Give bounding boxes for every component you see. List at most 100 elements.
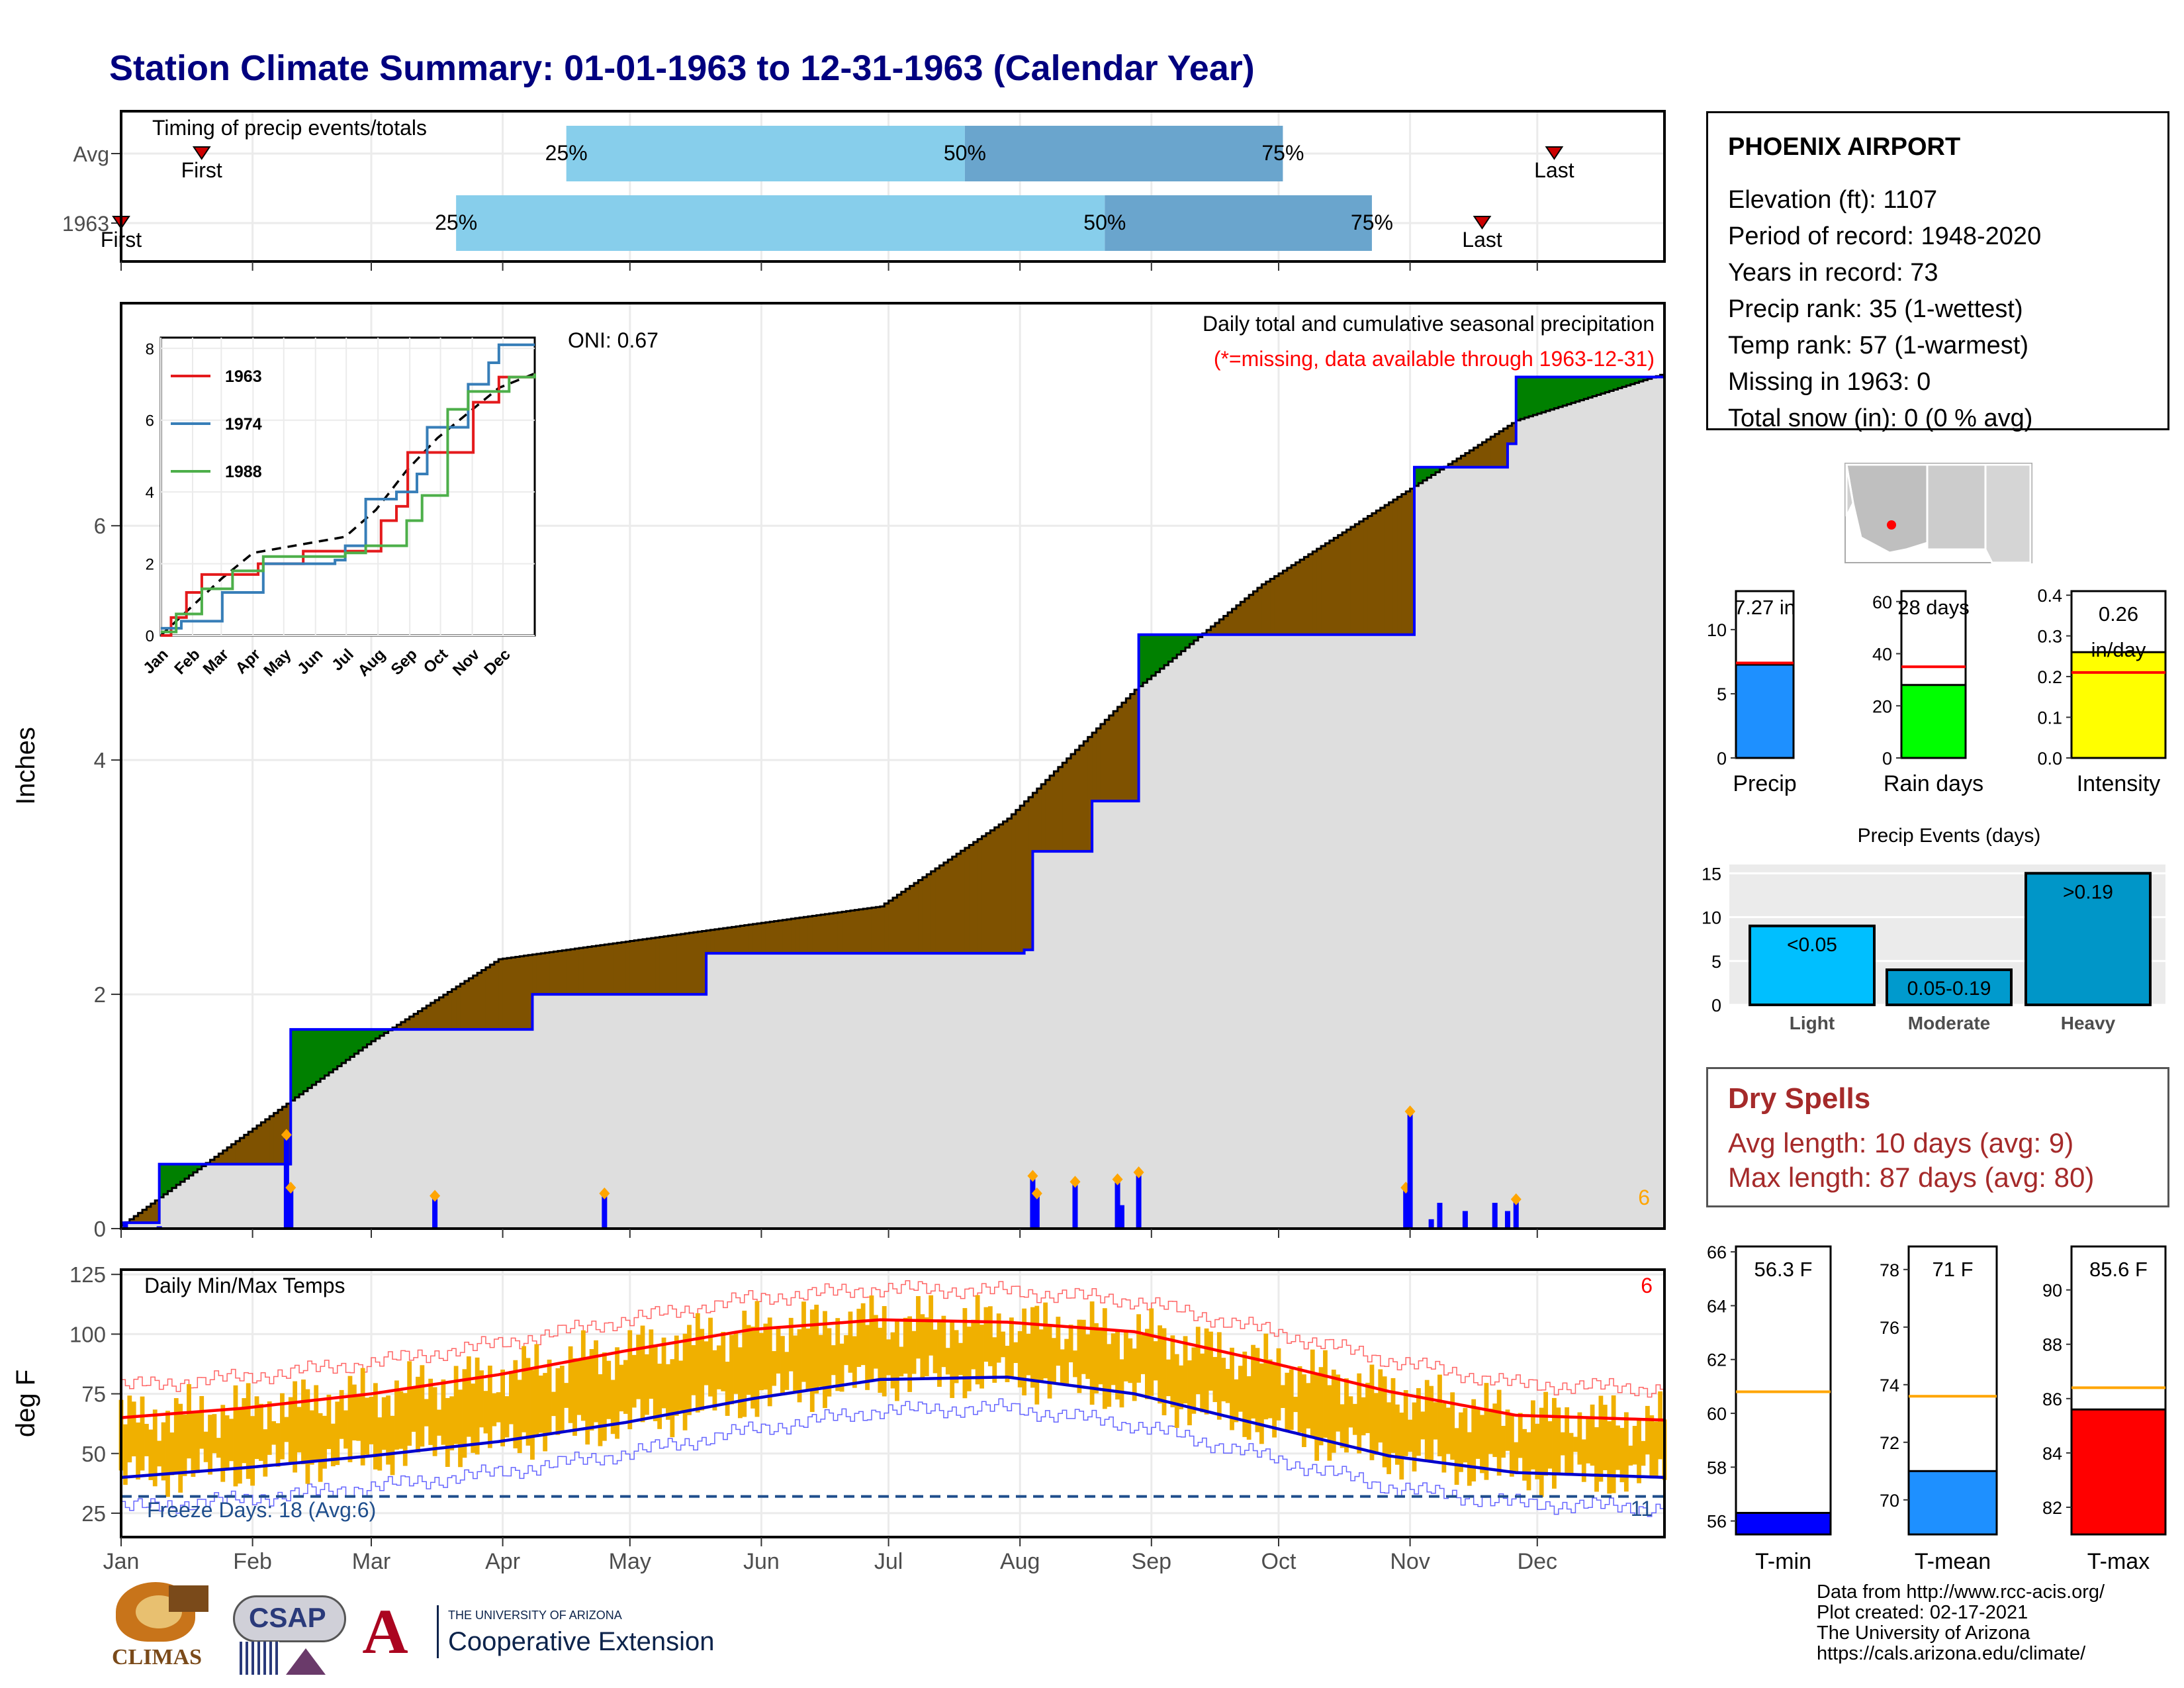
anomaly-segment bbox=[816, 915, 821, 954]
credit-line: Plot created: 02-17-2021 bbox=[1817, 1602, 2028, 1623]
temp-panel: 25 50 75 100 125 Daily Min/Max Temps Freeze Da… bbox=[11, 1262, 1667, 1538]
anomaly-segment bbox=[918, 880, 923, 954]
ua-logo-top: THE UNIVERSITY OF ARIZONA bbox=[448, 1609, 622, 1622]
daily-temp-bar bbox=[772, 1351, 777, 1386]
daily-temp-bar bbox=[937, 1320, 942, 1387]
daily-temp-bar bbox=[610, 1380, 615, 1434]
anomaly-segment bbox=[1630, 377, 1635, 385]
temp-ytick: 125 bbox=[69, 1262, 106, 1287]
anomaly-segment bbox=[1050, 775, 1055, 852]
inset-series-line bbox=[161, 373, 536, 633]
daily-temp-bar bbox=[1005, 1345, 1010, 1382]
daily-temp-bar bbox=[428, 1378, 433, 1445]
daily-temp-bar bbox=[242, 1398, 247, 1464]
daily-temp-bar bbox=[339, 1389, 344, 1439]
daily-temp-bar bbox=[1565, 1407, 1570, 1474]
daily-temp-bar bbox=[623, 1360, 628, 1414]
daily-temp-bar bbox=[983, 1307, 989, 1362]
anomaly-segment bbox=[1516, 377, 1521, 420]
anomaly-segment bbox=[634, 940, 639, 995]
anomaly-segment bbox=[948, 859, 953, 954]
anomaly-segment bbox=[541, 953, 546, 995]
daily-temp-bar bbox=[1530, 1400, 1535, 1470]
daily-temp-bar bbox=[1306, 1383, 1311, 1429]
anomaly-segment bbox=[1465, 453, 1471, 467]
anomaly-segment bbox=[1621, 377, 1627, 387]
daily-temp-bar bbox=[657, 1364, 662, 1429]
anomaly-segment bbox=[867, 908, 872, 954]
anomaly-segment bbox=[1092, 732, 1097, 802]
daily-temp-bar bbox=[369, 1396, 374, 1444]
daily-temp-bar bbox=[1179, 1365, 1184, 1409]
daily-temp-bar bbox=[1611, 1395, 1616, 1493]
daily-temp-bar bbox=[1450, 1392, 1455, 1460]
daily-temp-bar bbox=[873, 1315, 878, 1369]
quartile-bar-25-50 bbox=[456, 195, 1105, 251]
anomaly-segment bbox=[1087, 737, 1093, 852]
daily-temp-bar bbox=[453, 1366, 459, 1444]
daily-temp-bar bbox=[1539, 1407, 1544, 1497]
daily-temp-bar bbox=[381, 1397, 387, 1450]
events-category: Moderate bbox=[1908, 1013, 1990, 1033]
temp-title: Daily Min/Max Temps bbox=[144, 1274, 345, 1297]
anomaly-segment bbox=[218, 1153, 224, 1164]
anomaly-segment bbox=[638, 939, 643, 995]
daily-precip-bar bbox=[1504, 1211, 1510, 1229]
daily-precip-bar bbox=[1407, 1111, 1413, 1229]
anomaly-segment bbox=[460, 984, 465, 1030]
daily-temp-bar bbox=[144, 1423, 149, 1456]
daily-temp-bar bbox=[263, 1429, 268, 1477]
daily-temp-bar bbox=[140, 1396, 145, 1471]
daily-temp-bar bbox=[1488, 1408, 1493, 1454]
anomaly-segment bbox=[1392, 499, 1398, 635]
daily-temp-bar bbox=[700, 1329, 705, 1411]
daily-temp-bar bbox=[844, 1335, 848, 1366]
anomaly-segment bbox=[1270, 579, 1275, 635]
anomaly-segment bbox=[1032, 792, 1038, 852]
daily-temp-bar bbox=[420, 1365, 425, 1447]
anomaly-segment bbox=[905, 888, 911, 954]
normal-cumulative-line bbox=[121, 373, 1666, 1227]
daily-temp-bar bbox=[1361, 1397, 1366, 1436]
events-bar-label: 0.05-0.19 bbox=[1907, 978, 1991, 1000]
daily-temp-bar bbox=[1581, 1439, 1586, 1482]
daily-temp-bar bbox=[674, 1335, 679, 1416]
daily-temp-bar bbox=[1365, 1382, 1370, 1433]
inset-legend-label: 1963 bbox=[225, 367, 262, 386]
daily-temp-bar bbox=[1492, 1403, 1498, 1458]
daily-temp-bar bbox=[1107, 1344, 1112, 1407]
anomaly-segment bbox=[1397, 496, 1402, 635]
daily-temp-bar bbox=[797, 1329, 802, 1403]
daily-temp-bar bbox=[801, 1301, 806, 1382]
daily-temp-bar bbox=[288, 1397, 293, 1464]
anomaly-segment bbox=[214, 1156, 220, 1164]
tempbar-bar bbox=[1907, 1470, 1998, 1536]
anomaly-segment bbox=[1528, 377, 1534, 416]
daily-temp-bar bbox=[1208, 1331, 1213, 1391]
summary-ytick: 40 bbox=[1872, 645, 1892, 665]
anomaly-segment bbox=[1524, 377, 1529, 418]
daily-temp-bar bbox=[1263, 1333, 1269, 1420]
daily-temp-bar bbox=[1505, 1409, 1510, 1451]
anomaly-segment bbox=[1156, 634, 1161, 673]
anomaly-segment bbox=[1541, 377, 1547, 412]
last-event-marker bbox=[1545, 146, 1564, 160]
daily-temp-bar bbox=[182, 1414, 187, 1476]
daily-precip-bar bbox=[283, 1135, 289, 1229]
daily-temp-bar bbox=[784, 1352, 790, 1390]
month-label: Dec bbox=[1518, 1549, 1557, 1574]
anomaly-segment bbox=[625, 941, 631, 995]
daily-temp-bar bbox=[1323, 1350, 1328, 1438]
daily-temp-bar bbox=[178, 1403, 183, 1493]
anomaly-segment bbox=[1550, 377, 1555, 410]
anomaly-segment bbox=[1473, 447, 1479, 467]
daily-temp-bar bbox=[208, 1415, 212, 1475]
daily-temp-bar bbox=[1030, 1307, 1035, 1388]
anomaly-segment bbox=[744, 925, 749, 954]
events-category: Light bbox=[1790, 1013, 1835, 1033]
month-label: Jul bbox=[874, 1549, 903, 1574]
anomaly-segment bbox=[405, 1019, 410, 1030]
anomaly-segment bbox=[1338, 535, 1343, 635]
daily-temp-bar bbox=[360, 1368, 365, 1466]
